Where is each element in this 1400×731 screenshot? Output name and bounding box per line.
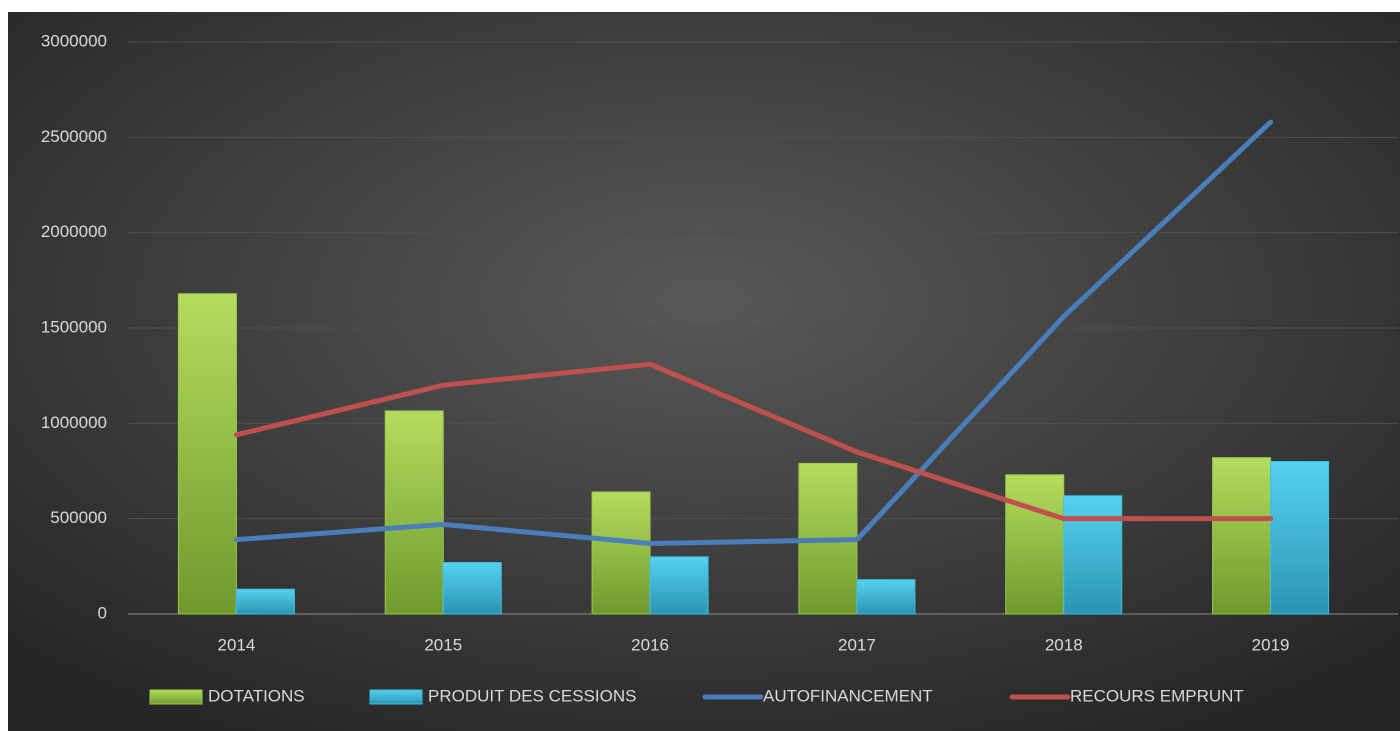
bar (1063, 495, 1123, 615)
y-tick-label: 1500000 (41, 317, 107, 336)
bar (177, 293, 237, 615)
bar (1212, 457, 1272, 615)
legend-label: RECOURS EMPRUNT (1070, 686, 1244, 705)
y-tick-label: 500000 (50, 508, 107, 527)
bar (591, 491, 651, 615)
x-tick-label: 2017 (838, 635, 876, 654)
bar (442, 562, 502, 615)
y-tick-label: 2000000 (41, 222, 107, 241)
y-tick-label: 0 (98, 603, 107, 622)
line (233, 361, 1274, 522)
bar (1270, 460, 1330, 615)
x-tick-label: 2015 (424, 635, 462, 654)
x-tick-label: 2014 (218, 635, 256, 654)
y-tick-label: 1000000 (41, 413, 107, 432)
y-tick-label: 3000000 (41, 31, 107, 50)
bar (856, 579, 916, 615)
x-tick-label: 2016 (631, 635, 669, 654)
legend-swatch (149, 689, 203, 705)
bar (235, 588, 295, 615)
x-tick-label: 2018 (1045, 635, 1083, 654)
bar (649, 556, 709, 615)
bar (1005, 474, 1065, 615)
legend-label: PRODUIT DES CESSIONS (428, 686, 636, 705)
legend-label: AUTOFINANCEMENT (763, 686, 933, 705)
y-tick-label: 2500000 (41, 127, 107, 146)
line (233, 119, 1274, 546)
x-tick-label: 2019 (1252, 635, 1290, 654)
bar (384, 410, 444, 615)
legend-swatch (369, 689, 423, 705)
legend-label: DOTATIONS (208, 686, 305, 705)
